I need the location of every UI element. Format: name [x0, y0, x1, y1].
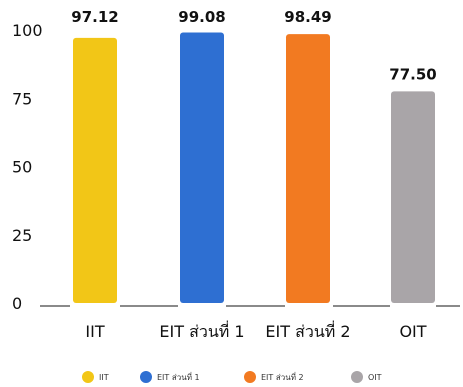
- bar: [73, 37, 117, 304]
- legend-label: EIT ส่วนที่ 2: [261, 371, 304, 382]
- y-tick-label: 50: [12, 158, 32, 177]
- legend-swatch: [351, 371, 363, 383]
- bars: [73, 32, 435, 304]
- bar: [180, 32, 224, 304]
- category-labels: IIT EIT ส่วนที่ 1 EIT ส่วนที่ 2 OIT: [85, 320, 426, 341]
- legend-label: IIT: [99, 373, 109, 382]
- value-labels: 97.12 99.08 98.49 77.50: [71, 8, 436, 83]
- legend-swatch: [244, 371, 256, 383]
- value-label: 98.49: [284, 8, 331, 26]
- legend-label: OIT: [368, 373, 382, 382]
- legend-swatch: [140, 371, 152, 383]
- legend-label: EIT ส่วนที่ 1: [157, 371, 200, 382]
- bar: [391, 91, 435, 303]
- value-label: 77.50: [389, 65, 436, 83]
- legend: IIT EIT ส่วนที่ 1 EIT ส่วนที่ 2 OIT: [82, 371, 382, 383]
- y-axis-ticks: 0 25 50 75 100: [12, 21, 43, 313]
- value-label: 99.08: [178, 8, 225, 26]
- y-tick-label: 100: [12, 21, 43, 40]
- legend-swatch: [82, 371, 94, 383]
- category-label: OIT: [399, 322, 426, 341]
- value-label: 97.12: [71, 8, 118, 26]
- bar: [286, 34, 330, 303]
- y-tick-label: 75: [12, 89, 32, 108]
- y-tick-label: 0: [12, 294, 22, 313]
- category-label: IIT: [85, 322, 104, 341]
- category-label: EIT ส่วนที่ 2: [265, 320, 350, 341]
- y-tick-label: 25: [12, 226, 32, 245]
- category-label: EIT ส่วนที่ 1: [159, 320, 244, 341]
